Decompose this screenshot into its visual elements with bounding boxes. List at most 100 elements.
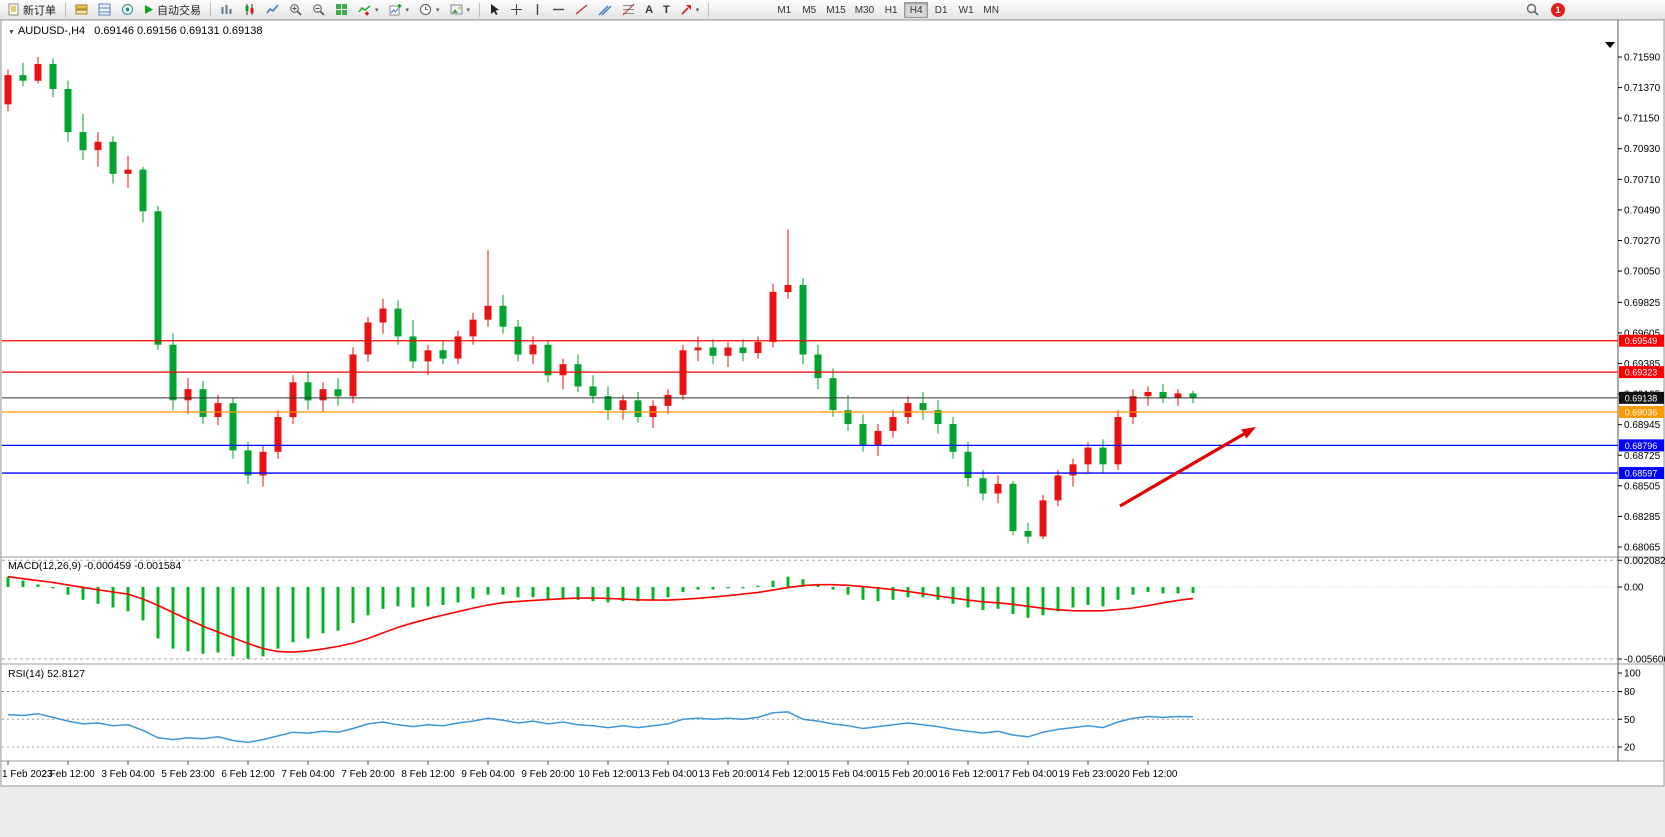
zoom-in-button[interactable] <box>285 1 306 19</box>
candlestick-button[interactable] <box>239 1 260 19</box>
timeframe-h1[interactable]: H1 <box>879 2 903 18</box>
svg-text:9 Feb 20:00: 9 Feb 20:00 <box>521 769 575 780</box>
macd-panel: 0.002082 0.00 -0.005606 <box>2 556 1665 665</box>
timeframe-h4[interactable]: H4 <box>904 1 929 18</box>
svg-text:3 Feb 04:00: 3 Feb 04:00 <box>101 769 155 780</box>
cursor-button[interactable] <box>485 1 504 19</box>
chevron-down-icon: ▾ <box>466 6 471 14</box>
svg-text:9 Feb 04:00: 9 Feb 04:00 <box>461 769 515 780</box>
market-watch-button[interactable] <box>94 1 115 19</box>
trend-arrow <box>1119 427 1256 508</box>
svg-text:15 Feb 20:00: 15 Feb 20:00 <box>879 769 938 780</box>
hlines-layer: 0.69549 0.69323 0.69036 0.68796 0.68597 <box>2 334 1664 480</box>
auto-trading-label: 自动交易 <box>157 4 201 17</box>
horizontal-line-button[interactable] <box>548 1 569 19</box>
svg-text:0.69138: 0.69138 <box>1625 393 1658 403</box>
text-tool-button[interactable]: A <box>641 1 657 19</box>
chevron-down-icon: ▾ <box>375 6 379 14</box>
timeframe-m1[interactable]: M1 <box>772 2 796 18</box>
fibonacci-button[interactable] <box>618 1 639 19</box>
symbol-dropdown-icon[interactable]: ▼ <box>8 29 15 36</box>
svg-text:0.69825: 0.69825 <box>1624 298 1661 309</box>
bar-chart-button[interactable] <box>216 1 237 19</box>
tile-windows-button[interactable] <box>331 1 352 19</box>
svg-text:0.69385: 0.69385 <box>1624 359 1661 370</box>
indicators-icon <box>358 5 371 16</box>
vertical-line-icon <box>536 4 539 15</box>
template-button[interactable]: ▾ <box>446 1 475 19</box>
timeframe-m30[interactable]: M30 <box>851 2 878 18</box>
svg-text:14 Feb 12:00: 14 Feb 12:00 <box>759 769 818 780</box>
timeframe-w1[interactable]: W1 <box>954 2 978 18</box>
symbol-title: AUDUSD-,H4 <box>17 25 86 37</box>
svg-text:7 Feb 20:00: 7 Feb 20:00 <box>341 769 395 780</box>
separator <box>65 2 66 17</box>
separator <box>708 2 710 17</box>
svg-text:-0.005606: -0.005606 <box>1624 654 1665 665</box>
zoom-out-button[interactable] <box>308 1 329 19</box>
svg-text:0.68285: 0.68285 <box>1624 512 1661 523</box>
separator <box>210 2 211 17</box>
svg-text:0.70710: 0.70710 <box>1624 175 1661 186</box>
crosshair-button[interactable] <box>506 1 527 19</box>
line-chart-icon <box>266 4 279 14</box>
template-icon <box>450 4 463 15</box>
arrows-tool-button[interactable]: ▾ <box>676 1 704 19</box>
svg-text:0.70930: 0.70930 <box>1624 144 1661 155</box>
svg-text:0.69605: 0.69605 <box>1624 328 1661 339</box>
clock-icon <box>420 4 432 15</box>
chevron-down-icon: ▾ <box>695 6 700 14</box>
separator <box>479 2 481 17</box>
svg-text:0.002082: 0.002082 <box>1624 556 1665 567</box>
text-tool-icon: A <box>645 3 654 16</box>
search-button[interactable] <box>1522 1 1543 19</box>
new-chart-icon <box>389 4 402 16</box>
toolbar-right-group: 1 <box>1522 1 1565 19</box>
svg-text:19 Feb 23:00: 19 Feb 23:00 <box>1059 769 1118 780</box>
svg-text:100: 100 <box>1624 669 1641 680</box>
line-chart-button[interactable] <box>262 1 283 19</box>
timeframe-m5[interactable]: M5 <box>797 2 821 18</box>
trendline-button[interactable] <box>571 1 592 19</box>
play-icon <box>145 5 153 14</box>
svg-text:0.71370: 0.71370 <box>1624 83 1661 94</box>
navigator-icon <box>122 4 133 15</box>
label-tool-button[interactable]: T <box>659 1 674 19</box>
svg-text:0.70490: 0.70490 <box>1624 205 1661 216</box>
chevron-down-icon: ▾ <box>405 6 410 14</box>
market-watch-icon <box>98 3 111 16</box>
timeframe-m15[interactable]: M15 <box>822 2 849 18</box>
svg-text:0.68065: 0.68065 <box>1624 543 1661 554</box>
svg-text:10 Feb 12:00: 10 Feb 12:00 <box>579 769 638 780</box>
channel-button[interactable] <box>594 1 616 19</box>
new-chart-button[interactable]: ▾ <box>385 1 414 19</box>
timeframe-d1[interactable]: D1 <box>929 2 953 18</box>
timeframe-mn[interactable]: MN <box>979 2 1003 18</box>
new-order-button[interactable]: 新订单 <box>4 1 60 19</box>
zoom-out-icon <box>313 4 325 16</box>
svg-text:1 Feb 2023: 1 Feb 2023 <box>2 769 53 780</box>
period-button[interactable]: ▾ <box>415 1 444 19</box>
svg-text:0.00: 0.00 <box>1624 583 1644 594</box>
arrow-tool-icon <box>681 4 691 15</box>
svg-text:0.71150: 0.71150 <box>1624 114 1660 125</box>
svg-text:13 Feb 04:00: 13 Feb 04:00 <box>639 769 698 780</box>
auto-trading-button[interactable]: 自动交易 <box>140 1 205 19</box>
svg-text:0.68597: 0.68597 <box>1625 469 1658 479</box>
profile-button[interactable] <box>71 1 92 19</box>
notification-badge[interactable]: 1 <box>1551 2 1565 17</box>
svg-text:2 Feb 12:00: 2 Feb 12:00 <box>41 769 95 780</box>
fibonacci-icon <box>622 3 635 16</box>
navigator-button[interactable] <box>117 1 138 19</box>
svg-text:0.70050: 0.70050 <box>1624 267 1661 278</box>
svg-text:17 Feb 04:00: 17 Feb 04:00 <box>999 769 1058 780</box>
cursor-icon <box>491 4 500 15</box>
svg-text:8 Feb 12:00: 8 Feb 12:00 <box>401 769 455 780</box>
vertical-line-button[interactable] <box>529 1 546 19</box>
svg-text:0.69323: 0.69323 <box>1625 368 1658 378</box>
indicators-button[interactable]: ▾ <box>354 1 383 19</box>
ohlc-readout: 0.69146 0.69156 0.69131 0.69138 <box>94 25 263 37</box>
trendline-icon <box>575 4 588 15</box>
